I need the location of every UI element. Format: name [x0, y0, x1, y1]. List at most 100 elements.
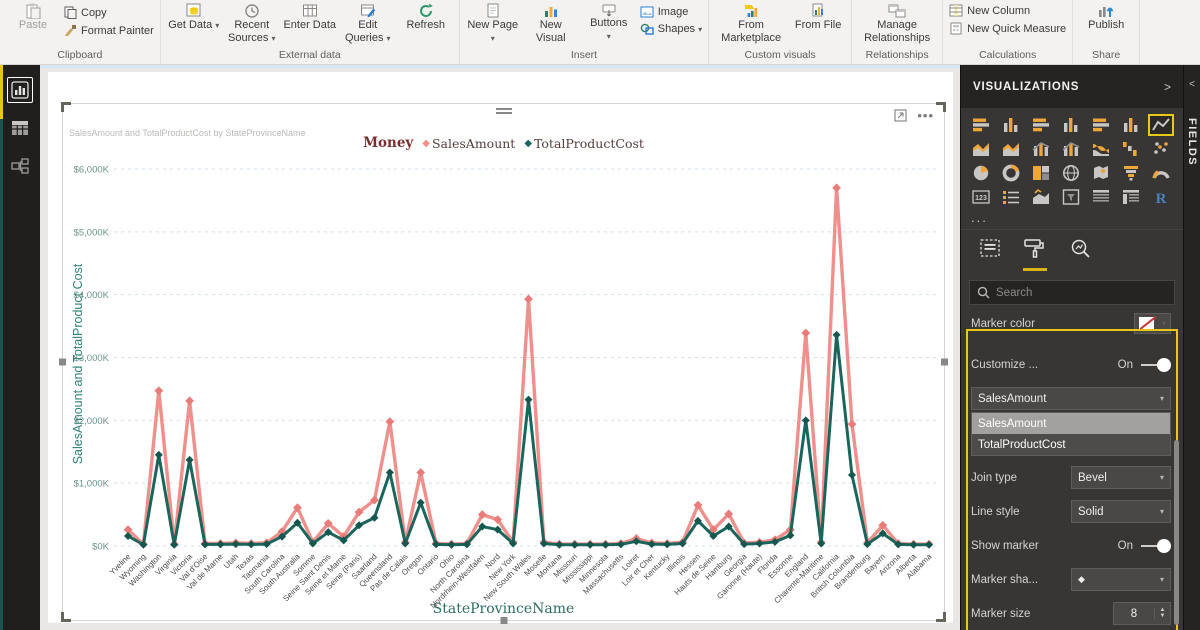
- map-icon[interactable]: [1058, 162, 1084, 184]
- data-point-totalproductcost[interactable]: [432, 540, 440, 548]
- refresh-button[interactable]: Refresh: [399, 2, 453, 32]
- data-point-totalproductcost[interactable]: [586, 541, 594, 549]
- data-point-salesamount[interactable]: [416, 468, 425, 477]
- data-point-totalproductcost[interactable]: [417, 499, 425, 507]
- data-point-salesamount[interactable]: [848, 420, 857, 429]
- tab-analytics[interactable]: [1069, 238, 1093, 271]
- from-marketplace-button[interactable]: From Marketplace: [715, 2, 787, 44]
- data-point-salesamount[interactable]: [185, 396, 194, 405]
- matrix-icon[interactable]: [1118, 186, 1144, 208]
- data-point-totalproductcost[interactable]: [571, 541, 579, 549]
- line-and-clustered-column-chart-icon[interactable]: [1058, 138, 1084, 160]
- data-point-salesamount[interactable]: [154, 386, 163, 395]
- stacked-bar-chart-icon[interactable]: [968, 114, 994, 136]
- series-line-salesamount[interactable]: [128, 188, 929, 544]
- new-column-button[interactable]: New Column: [949, 4, 1066, 17]
- stacked-area-chart-icon[interactable]: [998, 138, 1024, 160]
- slicer-icon[interactable]: [1058, 186, 1084, 208]
- data-point-totalproductcost[interactable]: [555, 541, 563, 549]
- format-search-box[interactable]: [969, 280, 1175, 305]
- kpi-icon[interactable]: [1028, 186, 1054, 208]
- series-option-salesamount[interactable]: SalesAmount: [972, 413, 1170, 434]
- tab-format[interactable]: [1023, 238, 1047, 271]
- data-point-totalproductcost[interactable]: [386, 468, 394, 476]
- r-script-icon[interactable]: R: [1148, 186, 1174, 208]
- search-input[interactable]: [996, 287, 1146, 299]
- series-dropdown[interactable]: SalesAmount ▾: [971, 387, 1171, 410]
- report-view-button[interactable]: [7, 77, 33, 103]
- waterfall-chart-icon[interactable]: [1118, 138, 1144, 160]
- scatter-chart-icon[interactable]: [1148, 138, 1174, 160]
- tab-fields[interactable]: [979, 238, 1001, 271]
- marker-size-down-icon[interactable]: ▼: [1160, 614, 1166, 620]
- data-point-totalproductcost[interactable]: [170, 541, 178, 549]
- edit-queries-button[interactable]: Edit Queries ▾: [341, 2, 395, 44]
- line-chart-visual[interactable]: ••• SalesAmount and TotalProductCost by …: [62, 103, 945, 621]
- data-point-totalproductcost[interactable]: [925, 541, 933, 549]
- data-point-totalproductcost[interactable]: [833, 331, 841, 339]
- get-data-button[interactable]: Get Data ▾: [167, 2, 221, 32]
- line-chart-icon[interactable]: [1148, 114, 1174, 136]
- model-view-button[interactable]: [7, 153, 33, 179]
- series-option-totalproductcost[interactable]: TotalProductCost: [972, 434, 1170, 455]
- join-type-dropdown[interactable]: Bevel ▾: [1071, 466, 1171, 489]
- new-visual-button[interactable]: New Visual: [524, 2, 578, 44]
- new-page-button[interactable]: New Page ▾: [466, 2, 520, 44]
- data-point-totalproductcost[interactable]: [910, 541, 918, 549]
- publish-button[interactable]: Publish: [1079, 2, 1133, 32]
- clustered-bar-chart-icon[interactable]: [1028, 114, 1054, 136]
- data-point-salesamount[interactable]: [801, 329, 810, 338]
- format-painter-button[interactable]: Format Painter: [64, 24, 154, 37]
- data-point-totalproductcost[interactable]: [155, 451, 163, 459]
- line-and-stacked-column-chart-icon[interactable]: [1028, 138, 1054, 160]
- data-point-salesamount[interactable]: [524, 295, 533, 304]
- data-point-totalproductcost[interactable]: [447, 541, 455, 549]
- from-file-button[interactable]: From File: [791, 2, 845, 32]
- show-marker-toggle[interactable]: [1141, 539, 1171, 553]
- donut-chart-icon[interactable]: [998, 162, 1024, 184]
- area-chart-icon[interactable]: [968, 138, 994, 160]
- enter-data-button[interactable]: Enter Data: [283, 2, 337, 32]
- data-point-totalproductcost[interactable]: [216, 540, 224, 548]
- data-view-button[interactable]: [7, 115, 33, 141]
- more-visuals-icon[interactable]: ...: [961, 210, 1183, 229]
- manage-relationships-button[interactable]: Manage Relationships: [858, 2, 936, 44]
- marker-shape-dropdown[interactable]: ◆ ▾: [1071, 568, 1171, 591]
- clustered-column-chart-icon[interactable]: [1058, 114, 1084, 136]
- data-point-totalproductcost[interactable]: [525, 396, 533, 404]
- pie-chart-icon[interactable]: [968, 162, 994, 184]
- paste-button[interactable]: Paste: [6, 2, 60, 32]
- data-point-salesamount[interactable]: [385, 417, 394, 426]
- data-point-totalproductcost[interactable]: [802, 416, 810, 424]
- new-quick-measure-button[interactable]: New Quick Measure: [949, 22, 1066, 35]
- ribbon-chart-icon[interactable]: [1088, 138, 1114, 160]
- funnel-icon[interactable]: [1118, 162, 1144, 184]
- marker-size-stepper[interactable]: 8 ▲▼: [1113, 602, 1171, 625]
- shapes-button[interactable]: Shapes ▾: [640, 23, 702, 35]
- line-style-dropdown[interactable]: Solid ▾: [1071, 500, 1171, 523]
- stacked-column-chart-icon[interactable]: [998, 114, 1024, 136]
- recent-sources-button[interactable]: Recent Sources ▾: [225, 2, 279, 44]
- customize-series-toggle[interactable]: [1141, 358, 1171, 372]
- data-point-salesamount[interactable]: [832, 183, 841, 192]
- expand-fields-icon[interactable]: <: [1184, 79, 1200, 90]
- data-point-totalproductcost[interactable]: [848, 471, 856, 479]
- 100-stacked-bar-chart-icon[interactable]: [1088, 114, 1114, 136]
- data-point-totalproductcost[interactable]: [201, 540, 209, 548]
- pane-scrollbar[interactable]: [1174, 440, 1179, 625]
- copy-button[interactable]: Copy: [64, 6, 154, 19]
- data-point-totalproductcost[interactable]: [602, 541, 610, 549]
- 100-stacked-column-chart-icon[interactable]: [1118, 114, 1144, 136]
- collapse-pane-icon[interactable]: >: [1164, 80, 1171, 94]
- line-chart-plot[interactable]: $0K$1,000K$2,000K$3,000K$4,000K$5,000K$6…: [63, 104, 946, 622]
- table-icon[interactable]: [1088, 186, 1114, 208]
- filled-map-icon[interactable]: [1088, 162, 1114, 184]
- data-point-totalproductcost[interactable]: [247, 540, 255, 548]
- treemap-icon[interactable]: [1028, 162, 1054, 184]
- card-icon[interactable]: 123: [968, 186, 994, 208]
- buttons-button[interactable]: Buttons▾: [582, 2, 636, 42]
- data-point-totalproductcost[interactable]: [186, 456, 194, 464]
- multi-row-card-icon[interactable]: [998, 186, 1024, 208]
- marker-color-top-picker[interactable]: ▾: [1134, 313, 1171, 334]
- gauge-icon[interactable]: [1148, 162, 1174, 184]
